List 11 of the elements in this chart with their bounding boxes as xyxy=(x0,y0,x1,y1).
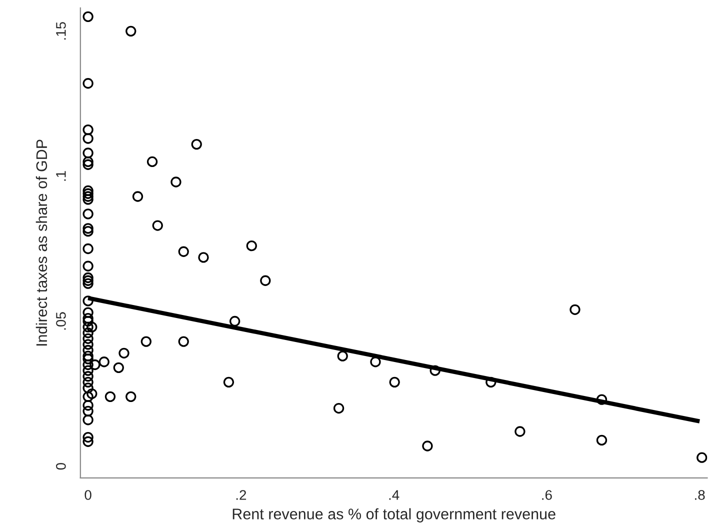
x-tick-label: .2 xyxy=(236,490,246,500)
y-tick-label: .05 xyxy=(56,312,66,330)
y-tick-label: .15 xyxy=(56,22,66,40)
x-tick-label: .4 xyxy=(389,490,400,500)
y-tick-label: .1 xyxy=(56,171,66,181)
x-tick-label: .6 xyxy=(542,490,552,500)
x-tick-label: .8 xyxy=(695,490,705,500)
y-tick-label: 0 xyxy=(56,462,66,470)
y-axis-title: Indirect taxes as share of GDP xyxy=(36,140,48,346)
x-axis-title: Rent revenue as % of total government revenue xyxy=(232,508,556,522)
x-tick-label: 0 xyxy=(84,490,92,500)
